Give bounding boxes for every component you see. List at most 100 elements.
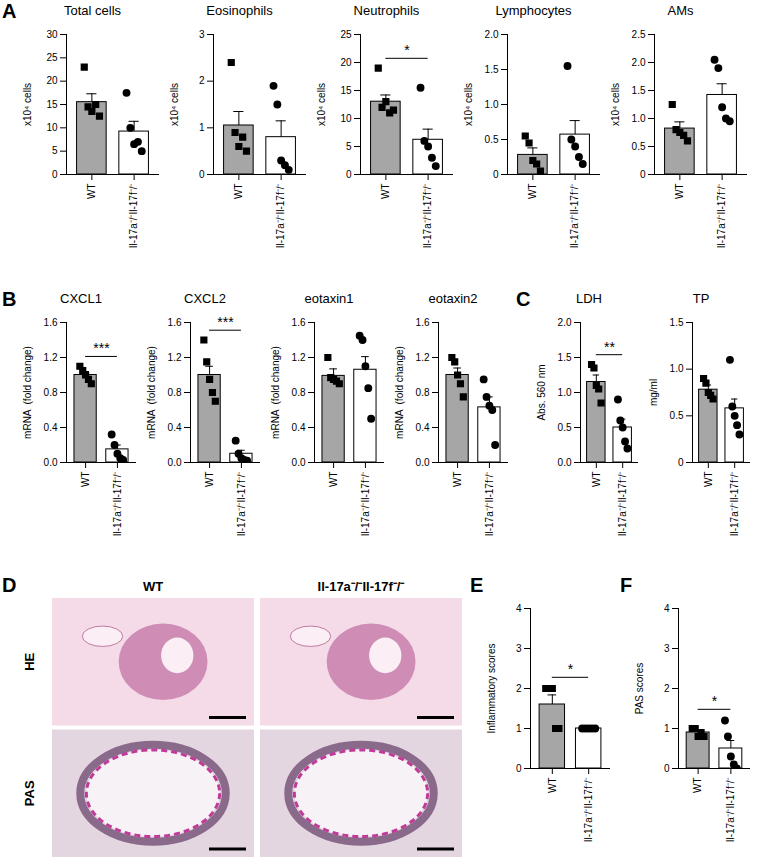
- svg-text:1.2: 1.2: [44, 352, 58, 363]
- svg-text:0: 0: [664, 763, 670, 774]
- svg-text:1.2: 1.2: [292, 352, 306, 363]
- svg-text:4: 4: [664, 603, 670, 614]
- svg-text:0.0: 0.0: [416, 457, 430, 468]
- svg-text:WT: WT: [452, 472, 463, 488]
- svg-text:1.0: 1.0: [558, 387, 572, 398]
- svg-text:*: *: [404, 42, 410, 58]
- svg-text:1.6: 1.6: [292, 317, 306, 328]
- svg-text:20: 20: [340, 57, 352, 68]
- svg-text:mRNA (fold change): mRNA (fold change): [146, 346, 157, 439]
- svg-text:25: 25: [46, 52, 58, 63]
- svg-text:3: 3: [516, 643, 522, 654]
- svg-text:1.6: 1.6: [44, 317, 58, 328]
- svg-text:0.8: 0.8: [168, 387, 182, 398]
- svg-text:0.5: 0.5: [485, 134, 499, 145]
- svg-text:0: 0: [493, 169, 499, 180]
- svg-text:0.0: 0.0: [558, 457, 572, 468]
- svg-text:*: *: [712, 693, 718, 709]
- svg-text:mRNA (fold change): mRNA (fold change): [22, 346, 33, 439]
- svg-text:PAS scores: PAS scores: [634, 663, 645, 715]
- svg-text:0: 0: [516, 763, 522, 774]
- svg-text:WT: WT: [674, 184, 685, 200]
- svg-text:Il-17a⁻/⁻Il-17f⁻/⁻: Il-17a⁻/⁻Il-17f⁻/⁻: [236, 471, 247, 537]
- svg-text:Il-17a⁻/⁻Il-17f⁻/⁻: Il-17a⁻/⁻Il-17f⁻/⁻: [128, 183, 139, 249]
- svg-text:1.5: 1.5: [558, 352, 572, 363]
- svg-text:10: 10: [46, 122, 58, 133]
- svg-text:WT: WT: [527, 184, 538, 200]
- svg-text:2.5: 2.5: [632, 29, 646, 40]
- svg-text:Il-17a⁻/⁻Il-17f⁻/⁻: Il-17a⁻/⁻Il-17f⁻/⁻: [716, 183, 727, 249]
- svg-text:Il-17a⁻/⁻Il-17f⁻/⁻: Il-17a⁻/⁻Il-17f⁻/⁻: [569, 183, 580, 249]
- svg-text:15: 15: [46, 99, 58, 110]
- svg-text:0.4: 0.4: [168, 422, 182, 433]
- svg-text:1: 1: [199, 122, 205, 133]
- svg-text:**: **: [604, 339, 615, 355]
- svg-text:1.0: 1.0: [485, 99, 499, 110]
- svg-text:1.5: 1.5: [670, 317, 684, 328]
- svg-text:2: 2: [664, 683, 670, 694]
- svg-text:Il-17a⁻/⁻Il-17f⁻/⁻: Il-17a⁻/⁻Il-17f⁻/⁻: [112, 471, 123, 537]
- svg-text:mg/ml: mg/ml: [648, 379, 659, 406]
- svg-text:x10⁴ cells: x10⁴ cells: [169, 83, 180, 126]
- svg-text:WT: WT: [703, 472, 714, 488]
- svg-text:1.6: 1.6: [416, 317, 430, 328]
- svg-text:mRNA (fold change): mRNA (fold change): [270, 346, 281, 439]
- svg-text:0.5: 0.5: [558, 422, 572, 433]
- svg-text:WT: WT: [204, 472, 215, 488]
- svg-text:0: 0: [640, 169, 646, 180]
- svg-text:WT: WT: [547, 778, 558, 794]
- svg-text:PAS: PAS: [22, 780, 37, 806]
- svg-text:1.5: 1.5: [485, 64, 499, 75]
- svg-text:2: 2: [516, 683, 522, 694]
- svg-text:Il-17a⁻/⁻Il-17f⁻/⁻: Il-17a⁻/⁻Il-17f⁻/⁻: [422, 183, 433, 249]
- svg-text:1.2: 1.2: [168, 352, 182, 363]
- svg-text:2.0: 2.0: [632, 57, 646, 68]
- svg-text:30: 30: [46, 29, 58, 40]
- svg-text:15: 15: [340, 85, 352, 96]
- svg-text:WT: WT: [86, 184, 97, 200]
- svg-text:25: 25: [340, 29, 352, 40]
- svg-text:x10⁴ cells: x10⁴ cells: [610, 83, 621, 126]
- svg-text:Il-17a⁻/⁻Il-17f⁻/⁻: Il-17a⁻/⁻Il-17f⁻/⁻: [729, 471, 740, 537]
- svg-text:HE: HE: [22, 652, 37, 670]
- svg-text:0.8: 0.8: [44, 387, 58, 398]
- svg-text:1.5: 1.5: [632, 85, 646, 96]
- svg-text:5: 5: [346, 141, 352, 152]
- svg-text:0.4: 0.4: [292, 422, 306, 433]
- svg-text:*: *: [568, 661, 574, 677]
- svg-text:0.0: 0.0: [292, 457, 306, 468]
- svg-text:mRNA (fold change): mRNA (fold change): [394, 346, 405, 439]
- svg-text:***: ***: [93, 340, 110, 356]
- svg-text:5: 5: [52, 145, 58, 156]
- svg-text:WT: WT: [80, 472, 91, 488]
- svg-text:Il-17a⁻/⁻Il-17f⁻/⁻: Il-17a⁻/⁻Il-17f⁻/⁻: [617, 471, 628, 537]
- svg-text:0.4: 0.4: [416, 422, 430, 433]
- svg-text:Abs. 560 nm: Abs. 560 nm: [536, 364, 547, 420]
- svg-text:Il-17a⁻/⁻Il-17f⁻/⁻: Il-17a⁻/⁻Il-17f⁻/⁻: [484, 471, 495, 537]
- svg-text:Il-17a⁻/⁻Il-17f⁻/⁻: Il-17a⁻/⁻Il-17f⁻/⁻: [318, 579, 406, 594]
- svg-text:2: 2: [199, 75, 205, 86]
- svg-text:1.0: 1.0: [632, 113, 646, 124]
- svg-text:0.0: 0.0: [168, 457, 182, 468]
- svg-text:0.4: 0.4: [44, 422, 58, 433]
- svg-text:2.0: 2.0: [558, 317, 572, 328]
- svg-text:Il-17a⁻/⁻Il-17f⁻/⁻: Il-17a⁻/⁻Il-17f⁻/⁻: [275, 183, 286, 249]
- svg-text:WT: WT: [380, 184, 391, 200]
- svg-text:10: 10: [340, 113, 352, 124]
- svg-text:1.2: 1.2: [416, 352, 430, 363]
- svg-text:0: 0: [346, 169, 352, 180]
- svg-text:20: 20: [46, 75, 58, 86]
- svg-text:0: 0: [199, 169, 205, 180]
- svg-text:1: 1: [516, 723, 522, 734]
- svg-text:0.5: 0.5: [632, 141, 646, 152]
- svg-text:4: 4: [516, 603, 522, 614]
- svg-text:1.0: 1.0: [670, 363, 684, 374]
- svg-text:x10⁴ cells: x10⁴ cells: [22, 83, 33, 126]
- svg-text:1.6: 1.6: [168, 317, 182, 328]
- svg-text:Il-17a⁻/⁻Il-17f⁻/⁻: Il-17a⁻/⁻Il-17f⁻/⁻: [360, 471, 371, 537]
- svg-text:Il-17a⁻/⁻Il-17f⁻/⁻: Il-17a⁻/⁻Il-17f⁻/⁻: [583, 777, 594, 843]
- svg-text:WT: WT: [591, 472, 602, 488]
- svg-text:0: 0: [678, 457, 684, 468]
- svg-text:0.5: 0.5: [670, 410, 684, 421]
- svg-text:***: ***: [217, 314, 234, 330]
